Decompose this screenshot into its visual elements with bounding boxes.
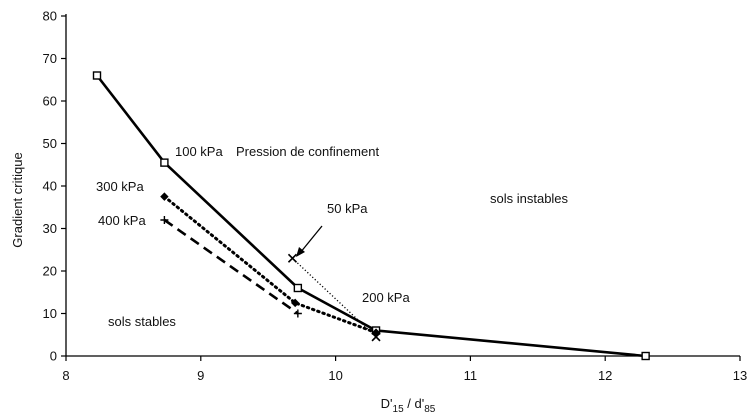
label-100kpa: 100 kPa [175, 144, 223, 159]
y-tick-label: 30 [43, 221, 57, 236]
axes [65, 14, 740, 357]
series-line-50kpa [292, 257, 377, 338]
data-point-100kpa [293, 283, 303, 293]
data-point-300kpa [160, 192, 169, 201]
label-300kpa: 300 kPa [96, 179, 144, 194]
label-400kpa: 400 kPa [98, 213, 146, 228]
data-point-50kpa [371, 332, 381, 342]
label-200kpa: 200 kPa [362, 290, 410, 305]
data-point-400kpa [293, 309, 302, 318]
label-pression-confinement: Pression de confinement [236, 144, 379, 159]
data-point-300kpa [290, 298, 300, 308]
x-tick-label: 9 [197, 368, 204, 383]
arrow-50kpa [299, 225, 323, 254]
x-tick-label: 12 [598, 368, 612, 383]
x-title-D: D' [381, 396, 393, 411]
y-tick-label: 80 [43, 9, 57, 24]
data-point-100kpa [160, 158, 169, 167]
series-group [95, 74, 646, 358]
x-tick-label: 10 [328, 368, 342, 383]
x-tick-label: 8 [62, 368, 69, 383]
y-tick-label: 40 [43, 179, 57, 194]
data-point-400kpa [160, 216, 169, 224]
x-title-sub85: 85 [424, 404, 436, 414]
x-tick-label: 13 [733, 368, 747, 383]
y-tick-label: 20 [43, 264, 57, 279]
y-tick-label: 10 [43, 306, 57, 321]
series-line-400kpa [163, 218, 299, 315]
x-title-d: d' [415, 396, 425, 411]
series-line-300kpa [162, 195, 378, 335]
data-point-100kpa [641, 351, 650, 361]
x-axis-title: D'15 / d'85 [381, 396, 436, 414]
label-50kpa: 50 kPa [327, 201, 368, 216]
data-point-50kpa [287, 253, 298, 263]
ticks: 0 10 20 30 40 50 60 70 80 8 9 10 11 12 13 [43, 9, 748, 384]
data-point-100kpa [92, 71, 102, 80]
y-tick-label: 50 [43, 136, 57, 151]
y-tick-label: 70 [43, 51, 57, 66]
y-tick-label: 60 [43, 94, 57, 109]
y-tick-label: 0 [50, 349, 57, 364]
x-tick-label: 11 [464, 368, 478, 383]
series-line-100kpa [95, 74, 646, 358]
x-title-sub15: 15 [393, 404, 405, 414]
x-title-slash: / [404, 396, 415, 411]
y-axis-title: Gradient critique [10, 152, 25, 247]
region-sols-instables: sols instables [490, 191, 569, 206]
markers-group [92, 71, 650, 361]
region-sols-stables: sols stables [108, 314, 176, 329]
arrow-50kpa-head [296, 247, 305, 257]
